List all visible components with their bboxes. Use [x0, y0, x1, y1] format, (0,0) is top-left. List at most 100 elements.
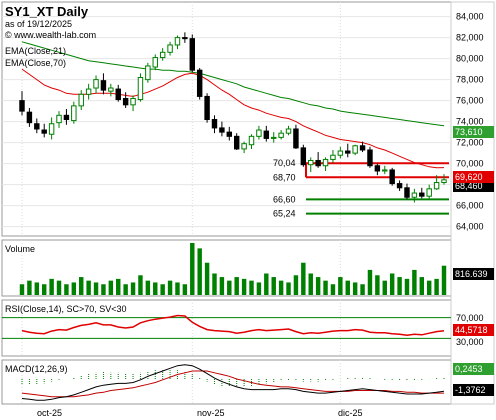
x-tick-dec: dic-25: [338, 408, 363, 418]
volume-bar: [404, 278, 410, 295]
candle: [337, 146, 344, 159]
candle: [322, 157, 329, 171]
candle-body: [433, 182, 440, 190]
candle-body: [352, 145, 358, 154]
volume-bar: [64, 284, 69, 295]
candle: [122, 92, 129, 108]
candle: [19, 91, 25, 116]
candle-body: [382, 169, 388, 172]
volume-title: Volume: [5, 244, 35, 254]
ema70-label: 73,610: [453, 126, 494, 138]
candle: [85, 83, 92, 100]
candle-body: [396, 183, 403, 189]
volume-bar: [345, 280, 350, 295]
candle: [34, 118, 40, 134]
candle: [26, 107, 33, 127]
volume-bar: [175, 282, 180, 295]
candle-body: [85, 88, 92, 95]
ema-lines: [21, 41, 445, 169]
price-tick-label: 74,000: [456, 117, 484, 127]
candle: [211, 115, 218, 134]
legend-ema70: EMA(Close,70): [5, 58, 66, 68]
volume-bar: [41, 284, 47, 295]
macd-panel[interactable]: [1, 359, 452, 405]
rsi-last-value: 44,5718: [455, 325, 488, 335]
candle: [396, 180, 403, 191]
site-credit: © www.wealth-lab.com: [5, 30, 96, 40]
price-panel[interactable]: [1, 1, 452, 237]
symbol-title: SY1_XT Daily: [5, 4, 89, 19]
candle-body: [233, 135, 240, 150]
price-tick-label: 72,000: [456, 138, 484, 148]
gridlines: [2, 2, 451, 404]
candle-body: [278, 132, 284, 138]
candle-body: [137, 77, 144, 101]
candle-body: [219, 127, 225, 133]
candle-body: [115, 88, 121, 101]
candle-body: [34, 123, 40, 130]
candle-body: [241, 143, 247, 150]
candle-body: [211, 119, 218, 129]
candle-body: [337, 150, 344, 156]
volume-bar: [330, 284, 336, 295]
volume-bar: [241, 278, 247, 295]
volume-bar: [308, 273, 313, 295]
candle-body: [63, 114, 70, 121]
candle: [374, 163, 381, 176]
candle-body: [322, 158, 329, 167]
volume-bar: [315, 277, 321, 295]
volume-bar: [227, 280, 232, 295]
price-tick-label: 64,000: [456, 222, 484, 232]
candle: [137, 73, 144, 102]
volume-bar: [249, 280, 254, 295]
volume-last-label: 816.639: [453, 268, 494, 280]
candle: [93, 75, 99, 94]
volume-bar: [389, 273, 395, 295]
candle: [441, 174, 447, 185]
candle-body: [270, 136, 277, 139]
candle-body: [19, 100, 25, 112]
volume-bar: [79, 277, 84, 295]
price-tick-label: 66,000: [456, 201, 484, 211]
volume-bar: [256, 282, 262, 295]
rsi-series: [21, 314, 445, 337]
candle-body: [93, 79, 99, 89]
candle-body: [285, 128, 292, 134]
ema70-line: [21, 41, 445, 127]
legend-ema21: EMA(Close,21): [5, 46, 66, 56]
candle-body: [389, 169, 395, 185]
ema21-line: [21, 68, 445, 169]
candle: [300, 144, 307, 167]
candle-body: [226, 131, 233, 137]
volume-bar: [204, 262, 210, 295]
candle: [248, 134, 255, 149]
price-tick-label: 76,000: [456, 96, 484, 106]
rsi-panel[interactable]: [1, 299, 452, 357]
candle-body: [300, 147, 307, 166]
rsi-last-label: 44,5718: [453, 324, 494, 336]
candle-body: [330, 154, 336, 160]
candle-body: [41, 129, 47, 134]
candle-body: [359, 145, 366, 151]
candle: [196, 68, 203, 100]
macd-signal-label: 0,2453: [453, 363, 494, 375]
candle: [352, 144, 358, 156]
volume-bar: [167, 280, 173, 295]
candle: [367, 146, 373, 168]
volume-bar: [71, 282, 77, 295]
volume-bar: [234, 277, 239, 295]
candle: [100, 73, 107, 95]
candle-body: [130, 98, 136, 106]
volume-bar: [34, 282, 40, 295]
candle: [256, 125, 262, 140]
x-tick-nov: nov-25: [197, 408, 225, 418]
candle-body: [404, 187, 410, 198]
price-tick-label: 82,000: [456, 33, 484, 43]
volume-bar: [123, 284, 128, 295]
candle-body: [367, 149, 373, 167]
candle: [345, 143, 351, 158]
volume-bar: [153, 282, 158, 295]
candle-body: [26, 111, 33, 124]
candle: [174, 35, 181, 50]
volume-bar: [352, 282, 358, 295]
